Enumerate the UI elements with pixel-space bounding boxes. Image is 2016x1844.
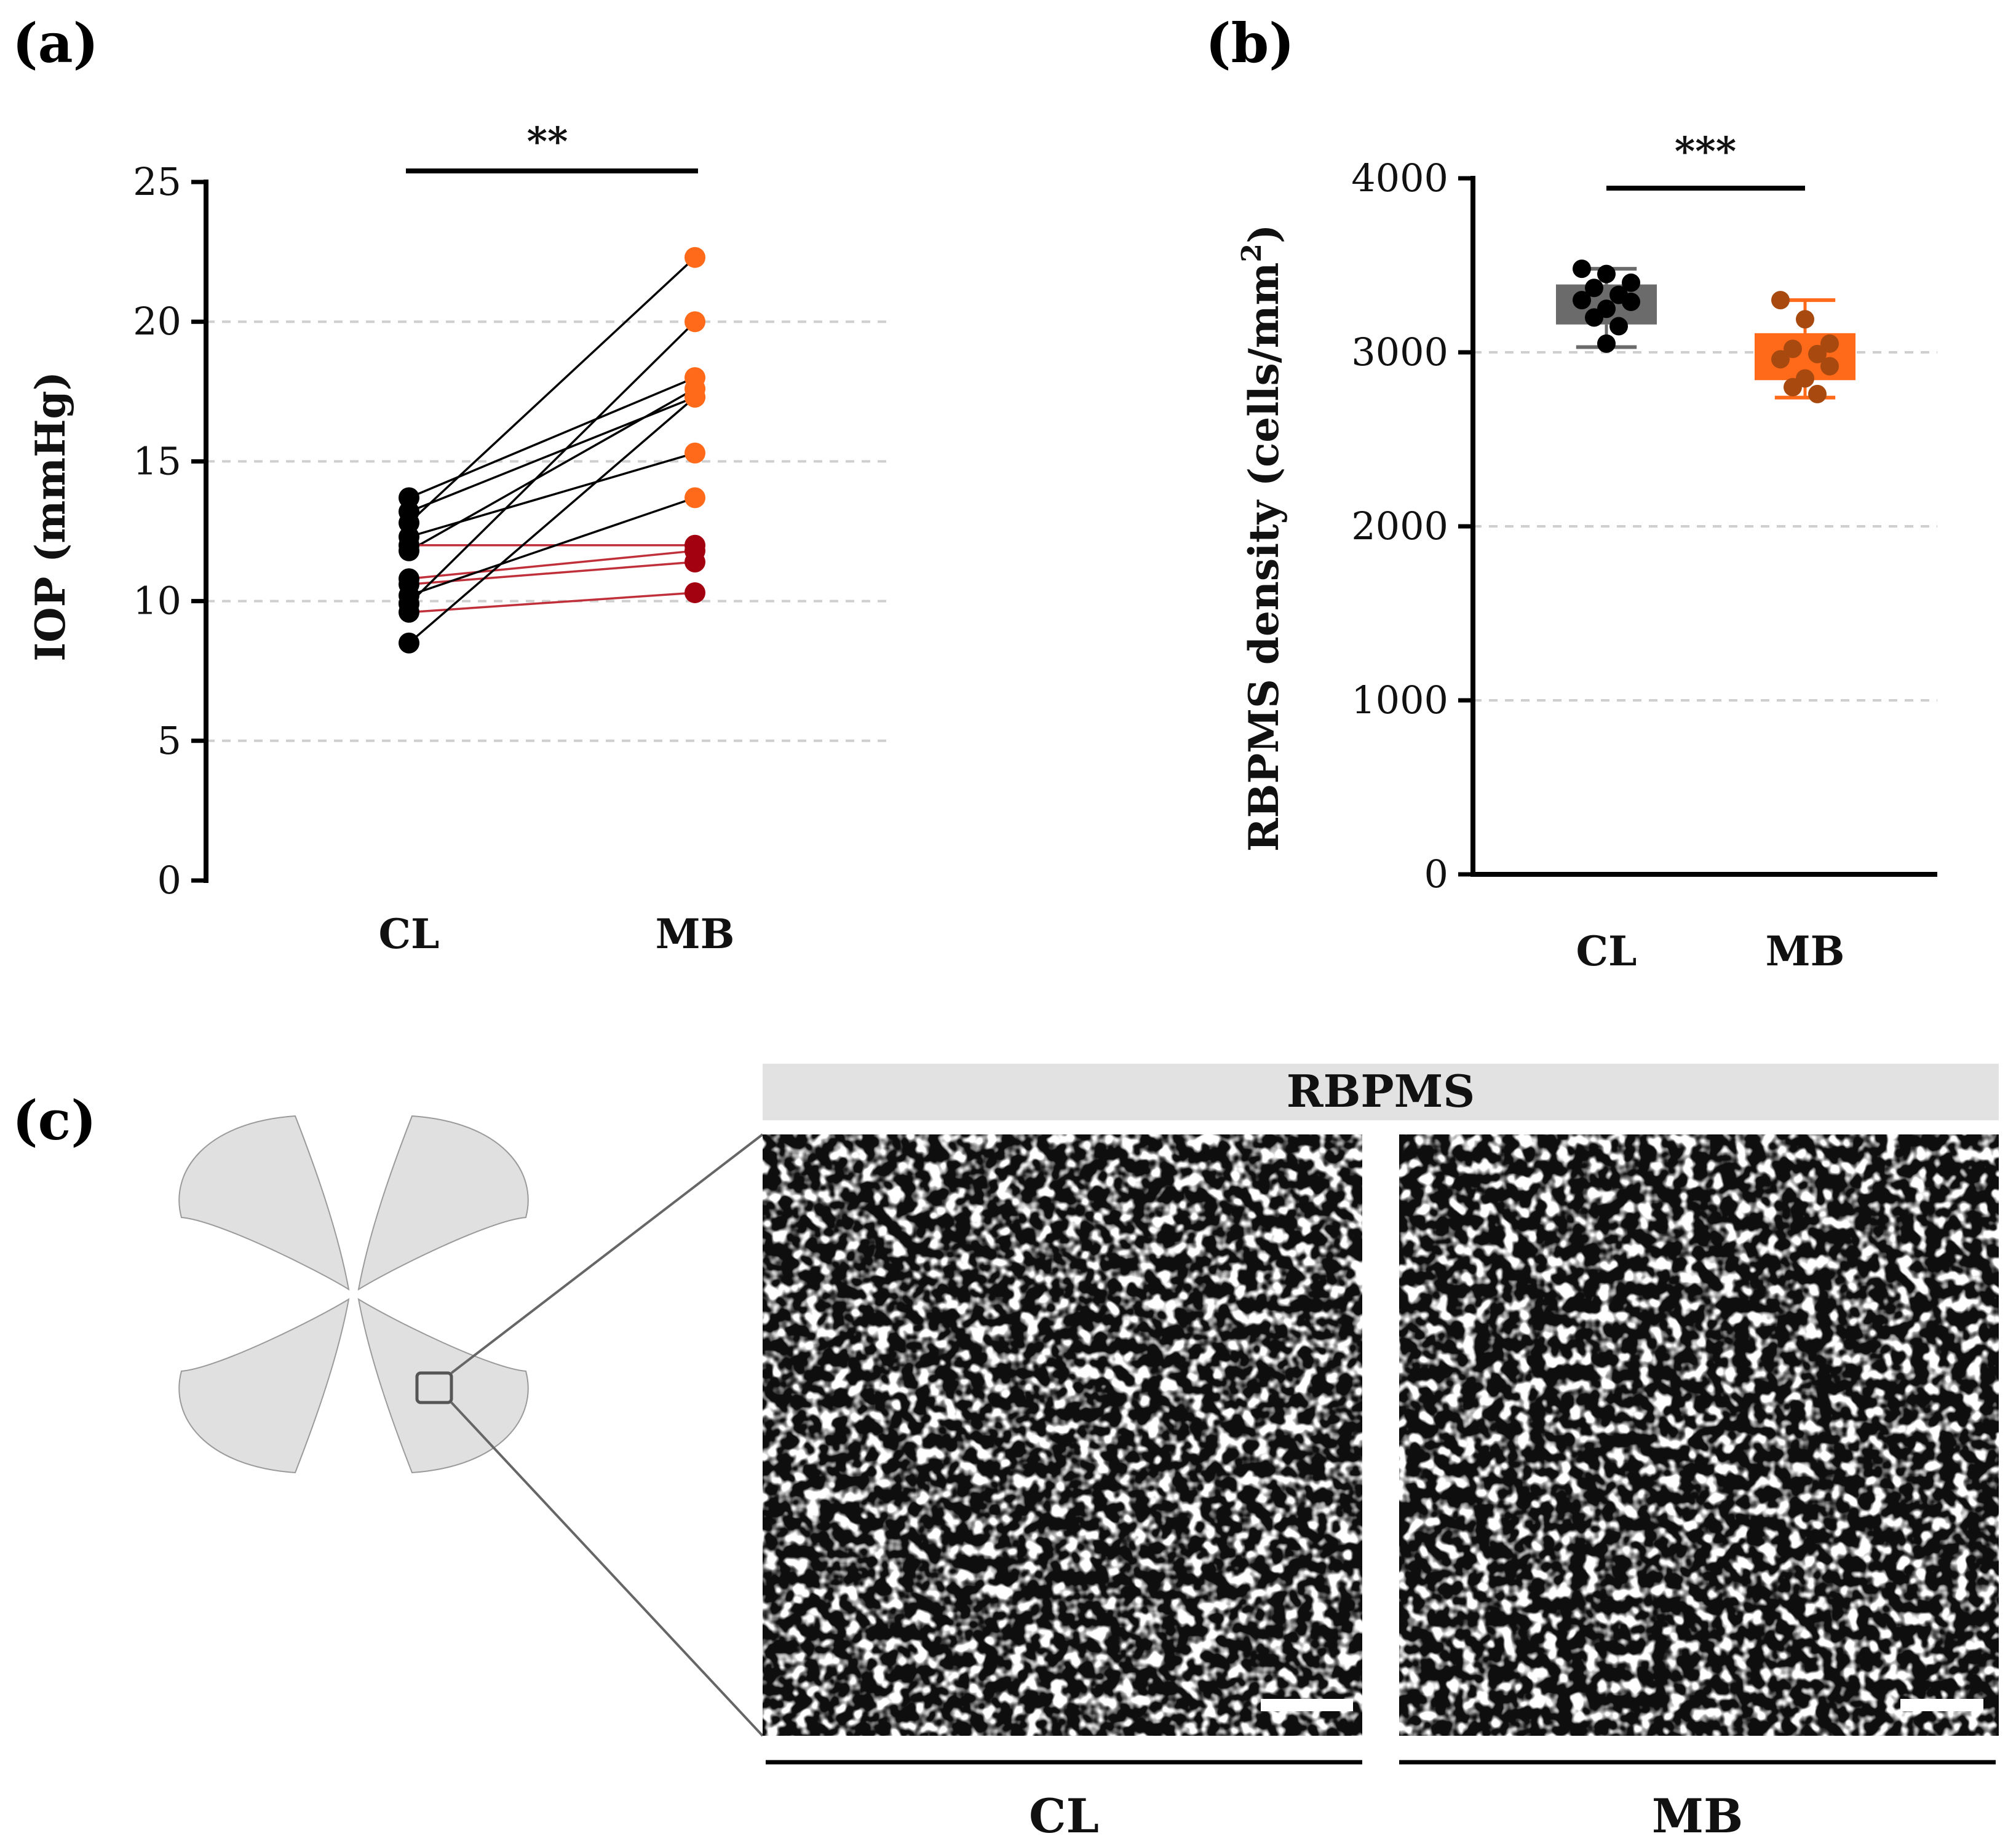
iop-x-tick-mb: MB <box>656 910 735 958</box>
iop-x-tick-cl: CL <box>379 910 440 958</box>
rbpms-axes: 0 1000 2000 3000 4000 <box>1351 156 1937 896</box>
rbpms-y-tick-label: 0 <box>1424 852 1448 896</box>
iop-chart: 0 5 10 15 20 25 IOP (mmHg) CL MB ** <box>26 119 892 958</box>
iop-pair-line <box>408 256 696 524</box>
rbpms-boxes <box>1556 259 1855 403</box>
panel-label-a: (a) <box>12 11 99 75</box>
scale-bar-cl <box>1261 1699 1353 1711</box>
iop-pair-line <box>408 496 696 597</box>
rbpms-point-cl <box>1573 259 1591 279</box>
iop-pair-line <box>408 396 696 644</box>
iop-y-tick-label: 5 <box>157 718 181 763</box>
rbpms-y-tick-label: 2000 <box>1351 504 1448 548</box>
rbpms-point-mb <box>1820 357 1839 376</box>
iop-pair-line <box>408 592 696 614</box>
rbpms-significance-label: *** <box>1675 129 1736 175</box>
rbpms-point-mb <box>1784 339 1802 358</box>
rbpms-point-cl <box>1585 308 1603 327</box>
iop-y-tick-label: 15 <box>133 438 181 483</box>
rbpms-point-cl <box>1573 291 1591 310</box>
rbpms-y-tick-label: 4000 <box>1351 156 1448 200</box>
rbpms-y-axis-label-sup: 2 <box>1236 243 1268 263</box>
rbpms-density-chart: 0 1000 2000 3000 4000 RBPMS density (cells/m… <box>1236 129 1937 975</box>
micrograph-label-mb: MB <box>1652 1789 1743 1843</box>
rbpms-x-tick-cl: CL <box>1576 927 1637 975</box>
iop-gridlines <box>206 320 892 742</box>
retina-petal-bottom-left <box>178 1297 350 1474</box>
rbpms-banner <box>763 1064 1999 1120</box>
micrograph-mb <box>1399 1134 1999 1736</box>
iop-y-tick-label: 20 <box>133 299 181 344</box>
iop-points <box>399 247 705 654</box>
iop-labels: IOP (mmHg) CL MB ** <box>26 119 734 958</box>
rbpms-point-mb <box>1808 384 1827 403</box>
iop-axes: 0 5 10 15 20 25 <box>133 159 208 903</box>
retina-flatmount-diagram <box>178 1115 764 1737</box>
retina-petal-bottom-right <box>357 1297 529 1474</box>
iop-point-mb <box>685 551 705 572</box>
iop-point-mb <box>685 311 705 333</box>
rbpms-labels: RBPMS density (cells/mm2) CL MB *** <box>1236 129 1844 975</box>
micrograph-label-cl: CL <box>1029 1789 1099 1843</box>
iop-significance-label: ** <box>527 119 568 165</box>
retina-figure: RBPMS CL MB <box>178 1064 1999 1843</box>
iop-pair-lines <box>408 256 696 644</box>
rbpms-y-tick-label: 1000 <box>1351 678 1448 722</box>
zoom-line-bottom <box>450 1401 764 1737</box>
iop-point-cl <box>399 534 419 556</box>
rbpms-point-mb <box>1784 378 1802 397</box>
rbpms-point-mb <box>1820 334 1839 353</box>
rbpms-point-cl <box>1585 279 1603 298</box>
rbpms-y-axis-label-close: ) <box>1240 224 1288 243</box>
rbpms-banner-label: RBPMS <box>1287 1065 1475 1117</box>
iop-pair-line <box>408 376 696 499</box>
iop-point-mb <box>685 582 705 603</box>
iop-pair-line <box>408 561 696 586</box>
rbpms-x-tick-mb: MB <box>1766 927 1845 975</box>
sample-region-box <box>415 1371 453 1404</box>
iop-y-tick-label: 0 <box>157 858 181 903</box>
iop-point-mb <box>685 442 705 464</box>
rbpms-point-cl <box>1622 292 1640 311</box>
rbpms-gridlines <box>1473 351 1937 702</box>
iop-point-mb <box>685 247 705 268</box>
iop-point-mb <box>685 386 705 408</box>
zoom-line-top <box>450 1133 764 1374</box>
scale-bar-mb <box>1900 1699 1983 1711</box>
rbpms-point-cl <box>1597 334 1616 353</box>
iop-point-mb <box>685 487 705 508</box>
retina-petal-top-right <box>357 1115 529 1291</box>
iop-y-tick-label: 10 <box>133 579 181 623</box>
rbpms-point-mb <box>1808 344 1827 363</box>
micrograph-cl <box>763 1134 1362 1736</box>
panel-label-c: (c) <box>12 1088 97 1152</box>
rbpms-point-mb <box>1796 310 1814 329</box>
rbpms-point-mb <box>1771 350 1790 369</box>
rbpms-y-axis-label-main: RBPMS density (cells/mm <box>1240 263 1288 852</box>
retina-petal-top-left <box>178 1115 350 1291</box>
rbpms-point-cl <box>1622 273 1640 292</box>
optic-nerve-head <box>349 1290 358 1299</box>
rbpms-y-tick-label: 3000 <box>1351 330 1448 374</box>
iop-point-cl <box>399 632 419 654</box>
panel-label-b: (b) <box>1205 11 1295 75</box>
rbpms-point-cl <box>1597 264 1616 283</box>
iop-y-axis-label: IOP (mmHg) <box>26 371 74 662</box>
iop-pair-line <box>408 550 696 580</box>
rbpms-y-axis-label: RBPMS density (cells/mm2) <box>1236 224 1288 852</box>
iop-pair-line <box>408 320 696 605</box>
iop-y-tick-label: 25 <box>133 159 181 204</box>
iop-pair-line <box>408 387 696 552</box>
rbpms-point-mb <box>1771 291 1790 310</box>
rbpms-point-cl <box>1609 317 1628 336</box>
iop-point-cl <box>399 601 419 623</box>
